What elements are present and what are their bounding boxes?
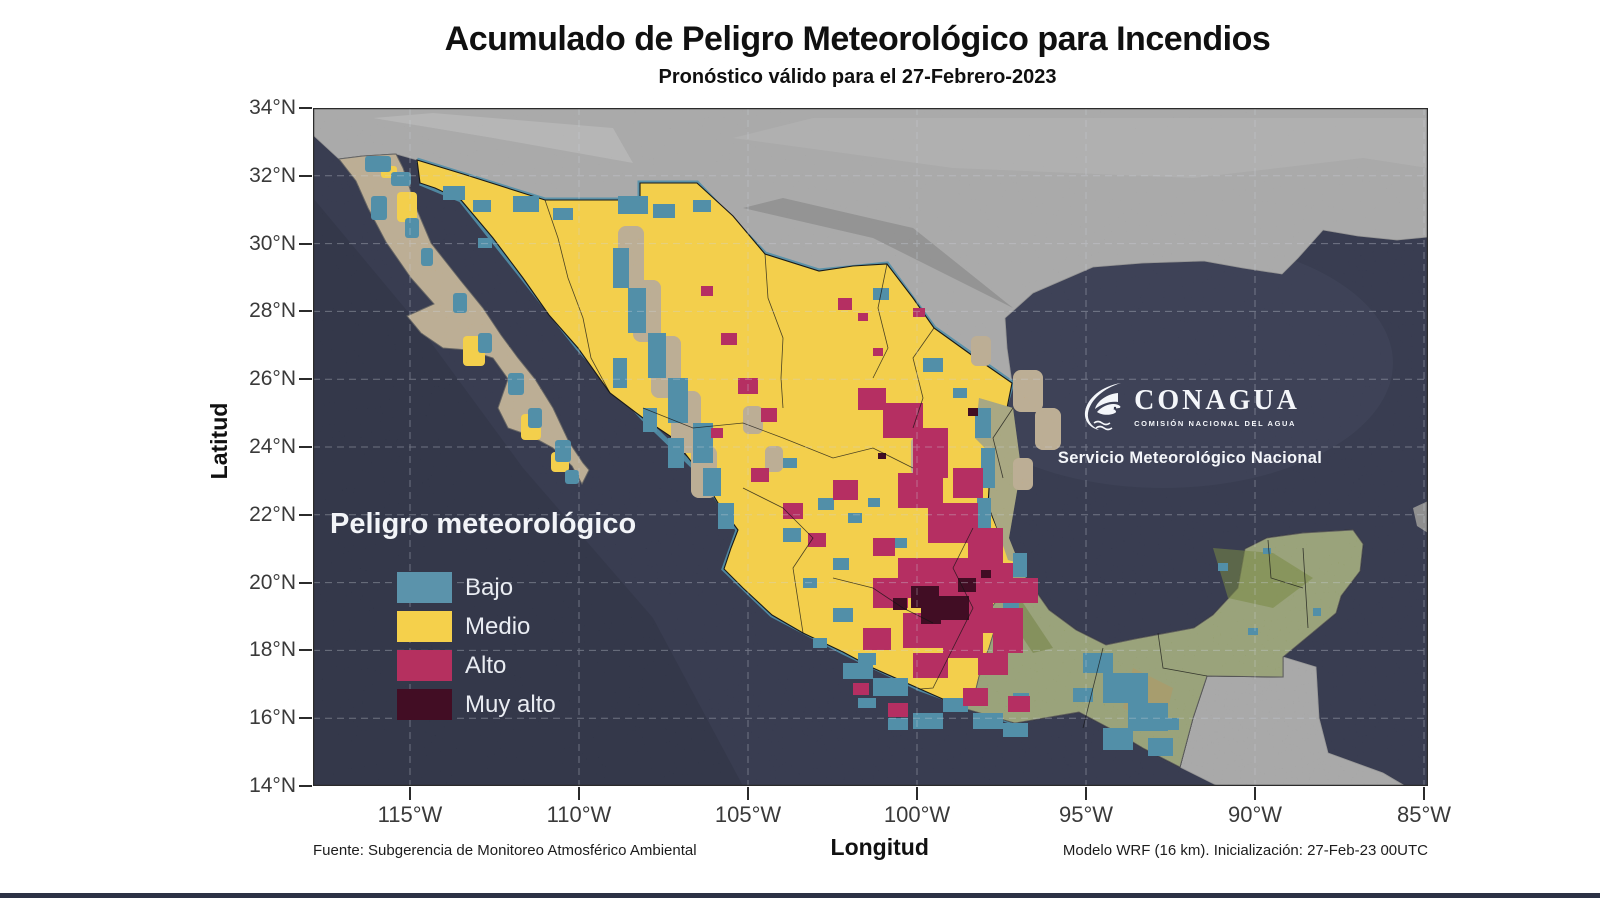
lat-tick-mark: [299, 581, 312, 584]
map-canvas: [313, 108, 1428, 786]
lat-tick-label: 26°N: [249, 367, 296, 391]
lon-tick-label: 110°W: [546, 802, 612, 827]
legend-title: Peligro meteorológico: [330, 508, 637, 540]
east-coast-terrain-strip: [975, 398, 1021, 563]
lat-tick-mark: [299, 513, 312, 516]
mexico-danger-map: [313, 108, 1428, 786]
lon-tick-label: 105°W: [714, 802, 782, 827]
page-title: Acumulado de Peligro Meteorológico para …: [444, 20, 1271, 58]
legend-swatch-muy-alto: [397, 689, 452, 720]
lat-tick-mark: [299, 785, 312, 787]
model-note: Modelo WRF (16 km). Inicialización: 27-F…: [1062, 842, 1428, 859]
lon-tick-label: 95°W: [1058, 802, 1114, 827]
conagua-subtitle: COMISIÓN NACIONAL DEL AGUA: [1134, 419, 1297, 428]
graticule: [313, 108, 1428, 786]
lon-tick-label: 115°W: [377, 802, 443, 827]
lat-tick-mark: [299, 310, 312, 313]
legend-label-medio: Medio: [465, 612, 531, 640]
lat-tick-mark: [299, 446, 312, 448]
lat-tick-label: 24°N: [249, 435, 296, 458]
footer: Fuente: Subgerencia de Monitoreo Atmosfé…: [313, 834, 1428, 861]
legend-swatch-medio: [397, 611, 452, 642]
legend-label-muy-alto: Muy alto: [465, 690, 556, 718]
legend-item-medio: Medio: [397, 611, 636, 642]
lat-tick-label: 28°N: [249, 299, 296, 323]
lat-tick-label: 22°N: [249, 502, 296, 526]
state-boundaries: [544, 199, 1309, 729]
lat-tick-label: 14°N: [249, 774, 296, 797]
us-landmass: [313, 108, 1428, 384]
lon-tick-mark: [916, 787, 918, 800]
header: Acumulado de Peligro Meteorológico para …: [300, 20, 1415, 89]
lat-tick-label: 16°N: [249, 706, 296, 730]
legend-label-alto: Alto: [465, 651, 507, 679]
legend-swatch-bajo: [397, 572, 452, 603]
lon-tick-label: 90°W: [1227, 802, 1283, 827]
lon-tick-mark: [1254, 787, 1256, 800]
lat-tick-mark: [299, 107, 312, 109]
lon-tick-mark: [1423, 787, 1425, 800]
legend-swatch-alto: [397, 650, 452, 681]
legend-item-bajo: Bajo: [397, 572, 636, 603]
page-subtitle: Pronóstico válido para el 27-Febrero-202…: [658, 66, 1057, 88]
legend: Peligro meteorológico Bajo Medio Alto Mu…: [330, 506, 636, 728]
service-name: Servicio Meteorológico Nacional: [1057, 449, 1323, 467]
lon-tick-label: 85°W: [1396, 802, 1452, 827]
legend-item-alto: Alto: [397, 650, 636, 681]
lat-tick-label: 20°N: [249, 570, 296, 594]
branding-block: CONAGUA COMISIÓN NACIONAL DEL AGUA Servi…: [1040, 380, 1340, 468]
lat-tick-label: 32°N: [249, 163, 296, 187]
muy-alto-patches: [878, 408, 991, 624]
lon-tick-mark: [578, 787, 580, 800]
map-frame: [313, 108, 1428, 786]
lat-tick-label: 34°N: [249, 96, 296, 119]
lat-tick-mark: [299, 378, 312, 381]
lat-tick-label: 18°N: [249, 638, 296, 662]
conagua-bird-icon: [1085, 383, 1122, 431]
lat-tick-label: 30°N: [249, 231, 296, 255]
lat-tick-mark: [299, 174, 312, 177]
legend-item-muy-alto: Muy alto: [397, 689, 636, 720]
conagua-wordmark: CONAGUA: [1134, 385, 1300, 416]
source-note: Fuente: Subgerencia de Monitoreo Atmosfé…: [313, 842, 697, 859]
legend-label-bajo: Bajo: [465, 573, 514, 601]
lon-tick-label: 100°W: [883, 802, 951, 827]
lat-tick-mark: [299, 242, 312, 245]
baja-california: [338, 153, 590, 486]
lat-tick-mark: [299, 717, 312, 720]
cuba-tip: [1413, 501, 1428, 533]
bottom-accent-bar: [0, 893, 1600, 898]
lat-tick-mark: [299, 649, 312, 652]
bajo-patches: [443, 186, 1321, 756]
lon-tick-mark: [1085, 787, 1087, 800]
lon-tick-mark: [409, 787, 411, 800]
lon-tick-mark: [747, 787, 749, 800]
x-axis-label: Longitud: [830, 834, 929, 860]
